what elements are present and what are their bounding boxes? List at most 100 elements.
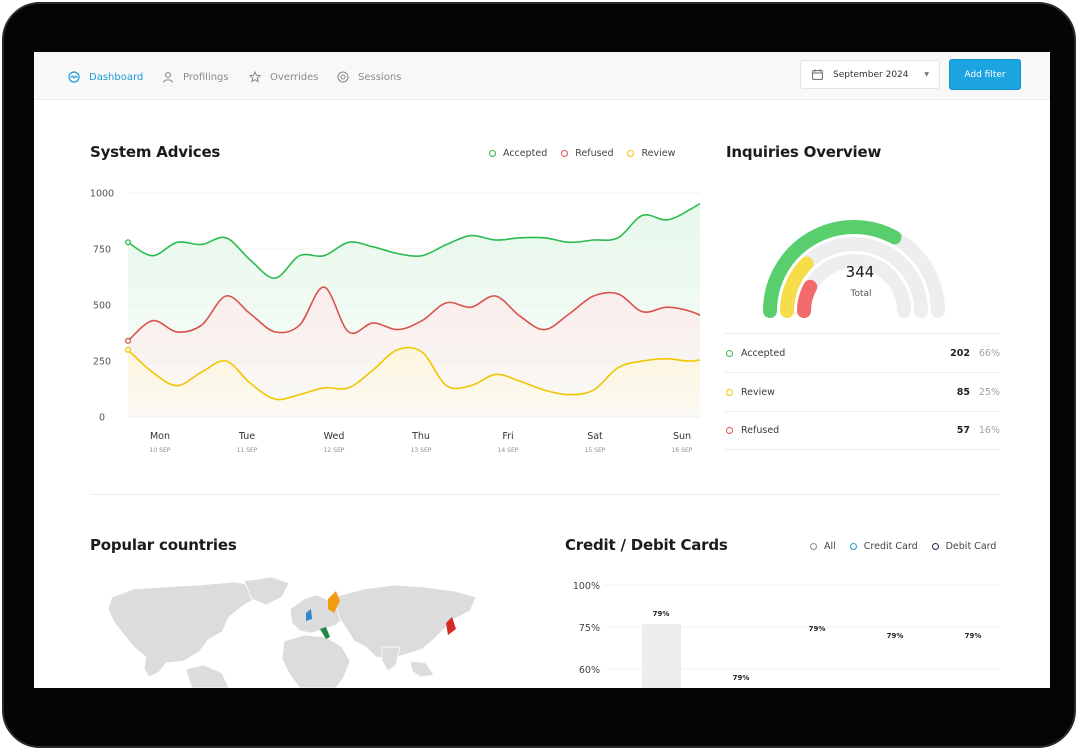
legend-label-credit-card: Credit Card <box>863 541 918 552</box>
y-tick-label: 75% <box>579 623 600 634</box>
inquiry-count: 57 <box>956 425 970 436</box>
x-tick-date: 11 SEP <box>237 447 258 454</box>
series-line-accepted[interactable] <box>127 193 700 279</box>
legend-dot-debit-card <box>931 543 939 550</box>
legend-label-review: Review <box>641 148 676 159</box>
world-map <box>107 577 477 688</box>
y-tick-label: 60% <box>579 665 600 676</box>
map-uk-highlight <box>306 609 312 621</box>
cards-title: Credit / Debit Cards <box>565 536 728 554</box>
date-picker[interactable]: September 2024 ▼ <box>800 60 940 89</box>
x-tick-day: Wed <box>324 431 345 442</box>
series-point-accepted[interactable] <box>124 239 132 246</box>
dashboard-icon <box>68 71 80 83</box>
inquiry-label: Accepted <box>741 347 786 359</box>
series-area-review <box>128 347 700 417</box>
gauge-arc-accepted <box>763 220 902 318</box>
add-filter-button[interactable]: Add filter <box>949 59 1021 90</box>
y-tick-label: 750 <box>93 245 111 256</box>
x-tick-date: 15 SEP <box>585 447 606 454</box>
top-navigation-bar: Dashboard Profilings Overrides Sessions … <box>34 52 1050 100</box>
series-line-review[interactable] <box>127 346 700 401</box>
system-advices-legend: Accepted Refused Review <box>489 148 675 159</box>
map-sweden-highlight <box>328 591 340 613</box>
inquiry-row-refused[interactable]: Refused 57 16% <box>724 411 1000 450</box>
legend-dot-refused <box>561 150 569 157</box>
x-tick-day: Tue <box>238 431 255 442</box>
x-tick-day: Fri <box>502 431 513 442</box>
bar-value-label: 79% <box>809 625 826 633</box>
gauge-total-value: 344 <box>846 263 875 281</box>
map-south-america <box>185 664 230 688</box>
system-advices-title: System Advices <box>90 143 221 161</box>
nav-label-sessions: Sessions <box>358 71 402 83</box>
nav-item-overrides[interactable]: Overrides <box>249 68 318 86</box>
nav-item-sessions[interactable]: Sessions <box>337 68 401 86</box>
y-tick-label: 500 <box>93 301 111 312</box>
legend-dot-credit-card <box>849 543 857 550</box>
cards-chart: 100% 75% 60% 79% 79% 79% 79% 79% <box>573 581 1000 688</box>
status-dot-refused <box>726 427 733 434</box>
inquiries-gauge: 344 Total <box>763 220 945 318</box>
legend-dot-review <box>627 150 635 157</box>
legend-label-debit-card: Debit Card <box>945 541 997 552</box>
status-dot-accepted <box>726 349 733 357</box>
x-tick-date: 13 SEP <box>411 447 432 454</box>
x-tick-date: 10 SEP <box>150 447 171 454</box>
nav-item-dashboard[interactable]: Dashboard <box>68 68 143 86</box>
map-southeast-asia <box>409 660 435 678</box>
x-tick-day: Sat <box>587 431 603 442</box>
y-tick-label: 0 <box>99 413 105 424</box>
y-tick-label: 250 <box>93 357 111 368</box>
legend-item-accepted[interactable]: Accepted <box>489 148 547 159</box>
legend-item-refused[interactable]: Refused <box>561 148 613 159</box>
inquiry-row-review[interactable]: Review 85 25% <box>724 372 1000 411</box>
bar[interactable] <box>642 624 681 688</box>
gauge-arc-review <box>779 256 814 318</box>
legend-label-accepted: Accepted <box>503 148 548 159</box>
target-icon <box>337 71 349 83</box>
x-tick-date: 12 SEP <box>324 447 345 454</box>
x-tick-date: 14 SEP <box>498 447 519 454</box>
legend-dot-accepted <box>489 150 496 157</box>
gauge-arc-refused <box>797 279 818 318</box>
map-africa <box>281 634 351 688</box>
gauge-total-label: Total <box>849 289 871 299</box>
inquiry-label: Refused <box>741 425 780 436</box>
section-divider <box>90 494 1000 495</box>
x-tick-day: Mon <box>150 431 170 442</box>
series-point-refused[interactable] <box>124 337 132 344</box>
popular-countries-title: Popular countries <box>90 536 237 554</box>
y-tick-label: 1000 <box>90 189 114 200</box>
legend-item-credit-card[interactable]: Credit Card <box>849 541 918 552</box>
nav-item-profilings[interactable]: Profilings <box>162 68 229 86</box>
inquiry-percent: 25% <box>978 386 1000 398</box>
app-screen: Dashboard Profilings Overrides Sessions … <box>34 52 1050 688</box>
chevron-down-icon: ▼ <box>924 71 929 78</box>
map-japan-highlight <box>446 617 456 635</box>
series-point-review[interactable] <box>124 346 132 353</box>
bar-value-label: 79% <box>965 632 982 640</box>
legend-label-all: All <box>824 541 836 552</box>
legend-dot-all <box>810 543 817 550</box>
legend-item-all[interactable]: All <box>810 541 836 552</box>
cards-legend: All Credit Card Debit Card <box>810 541 996 552</box>
legend-item-debit-card[interactable]: Debit Card <box>931 541 997 552</box>
date-picker-label: September 2024 <box>833 69 909 80</box>
bar-value-label: 79% <box>733 674 750 682</box>
map-greenland <box>243 577 290 606</box>
series-line-refused[interactable] <box>127 286 700 342</box>
inquiry-percent: 16% <box>978 425 1000 436</box>
x-tick-date: 16 SEP <box>672 447 693 454</box>
map-asia <box>333 584 477 660</box>
nav-label-overrides: Overrides <box>270 71 319 83</box>
inquiry-row-accepted[interactable]: Accepted 202 66% <box>724 333 1000 372</box>
nav-label-profilings: Profilings <box>183 71 229 83</box>
legend-label-refused: Refused <box>575 148 614 159</box>
legend-item-review[interactable]: Review <box>627 148 675 159</box>
inquiry-label: Review <box>741 386 775 398</box>
x-tick-day: Sun <box>673 431 691 442</box>
star-icon <box>249 71 261 83</box>
y-tick-label: 100% <box>573 581 600 592</box>
bar-value-label: 79% <box>887 632 904 640</box>
